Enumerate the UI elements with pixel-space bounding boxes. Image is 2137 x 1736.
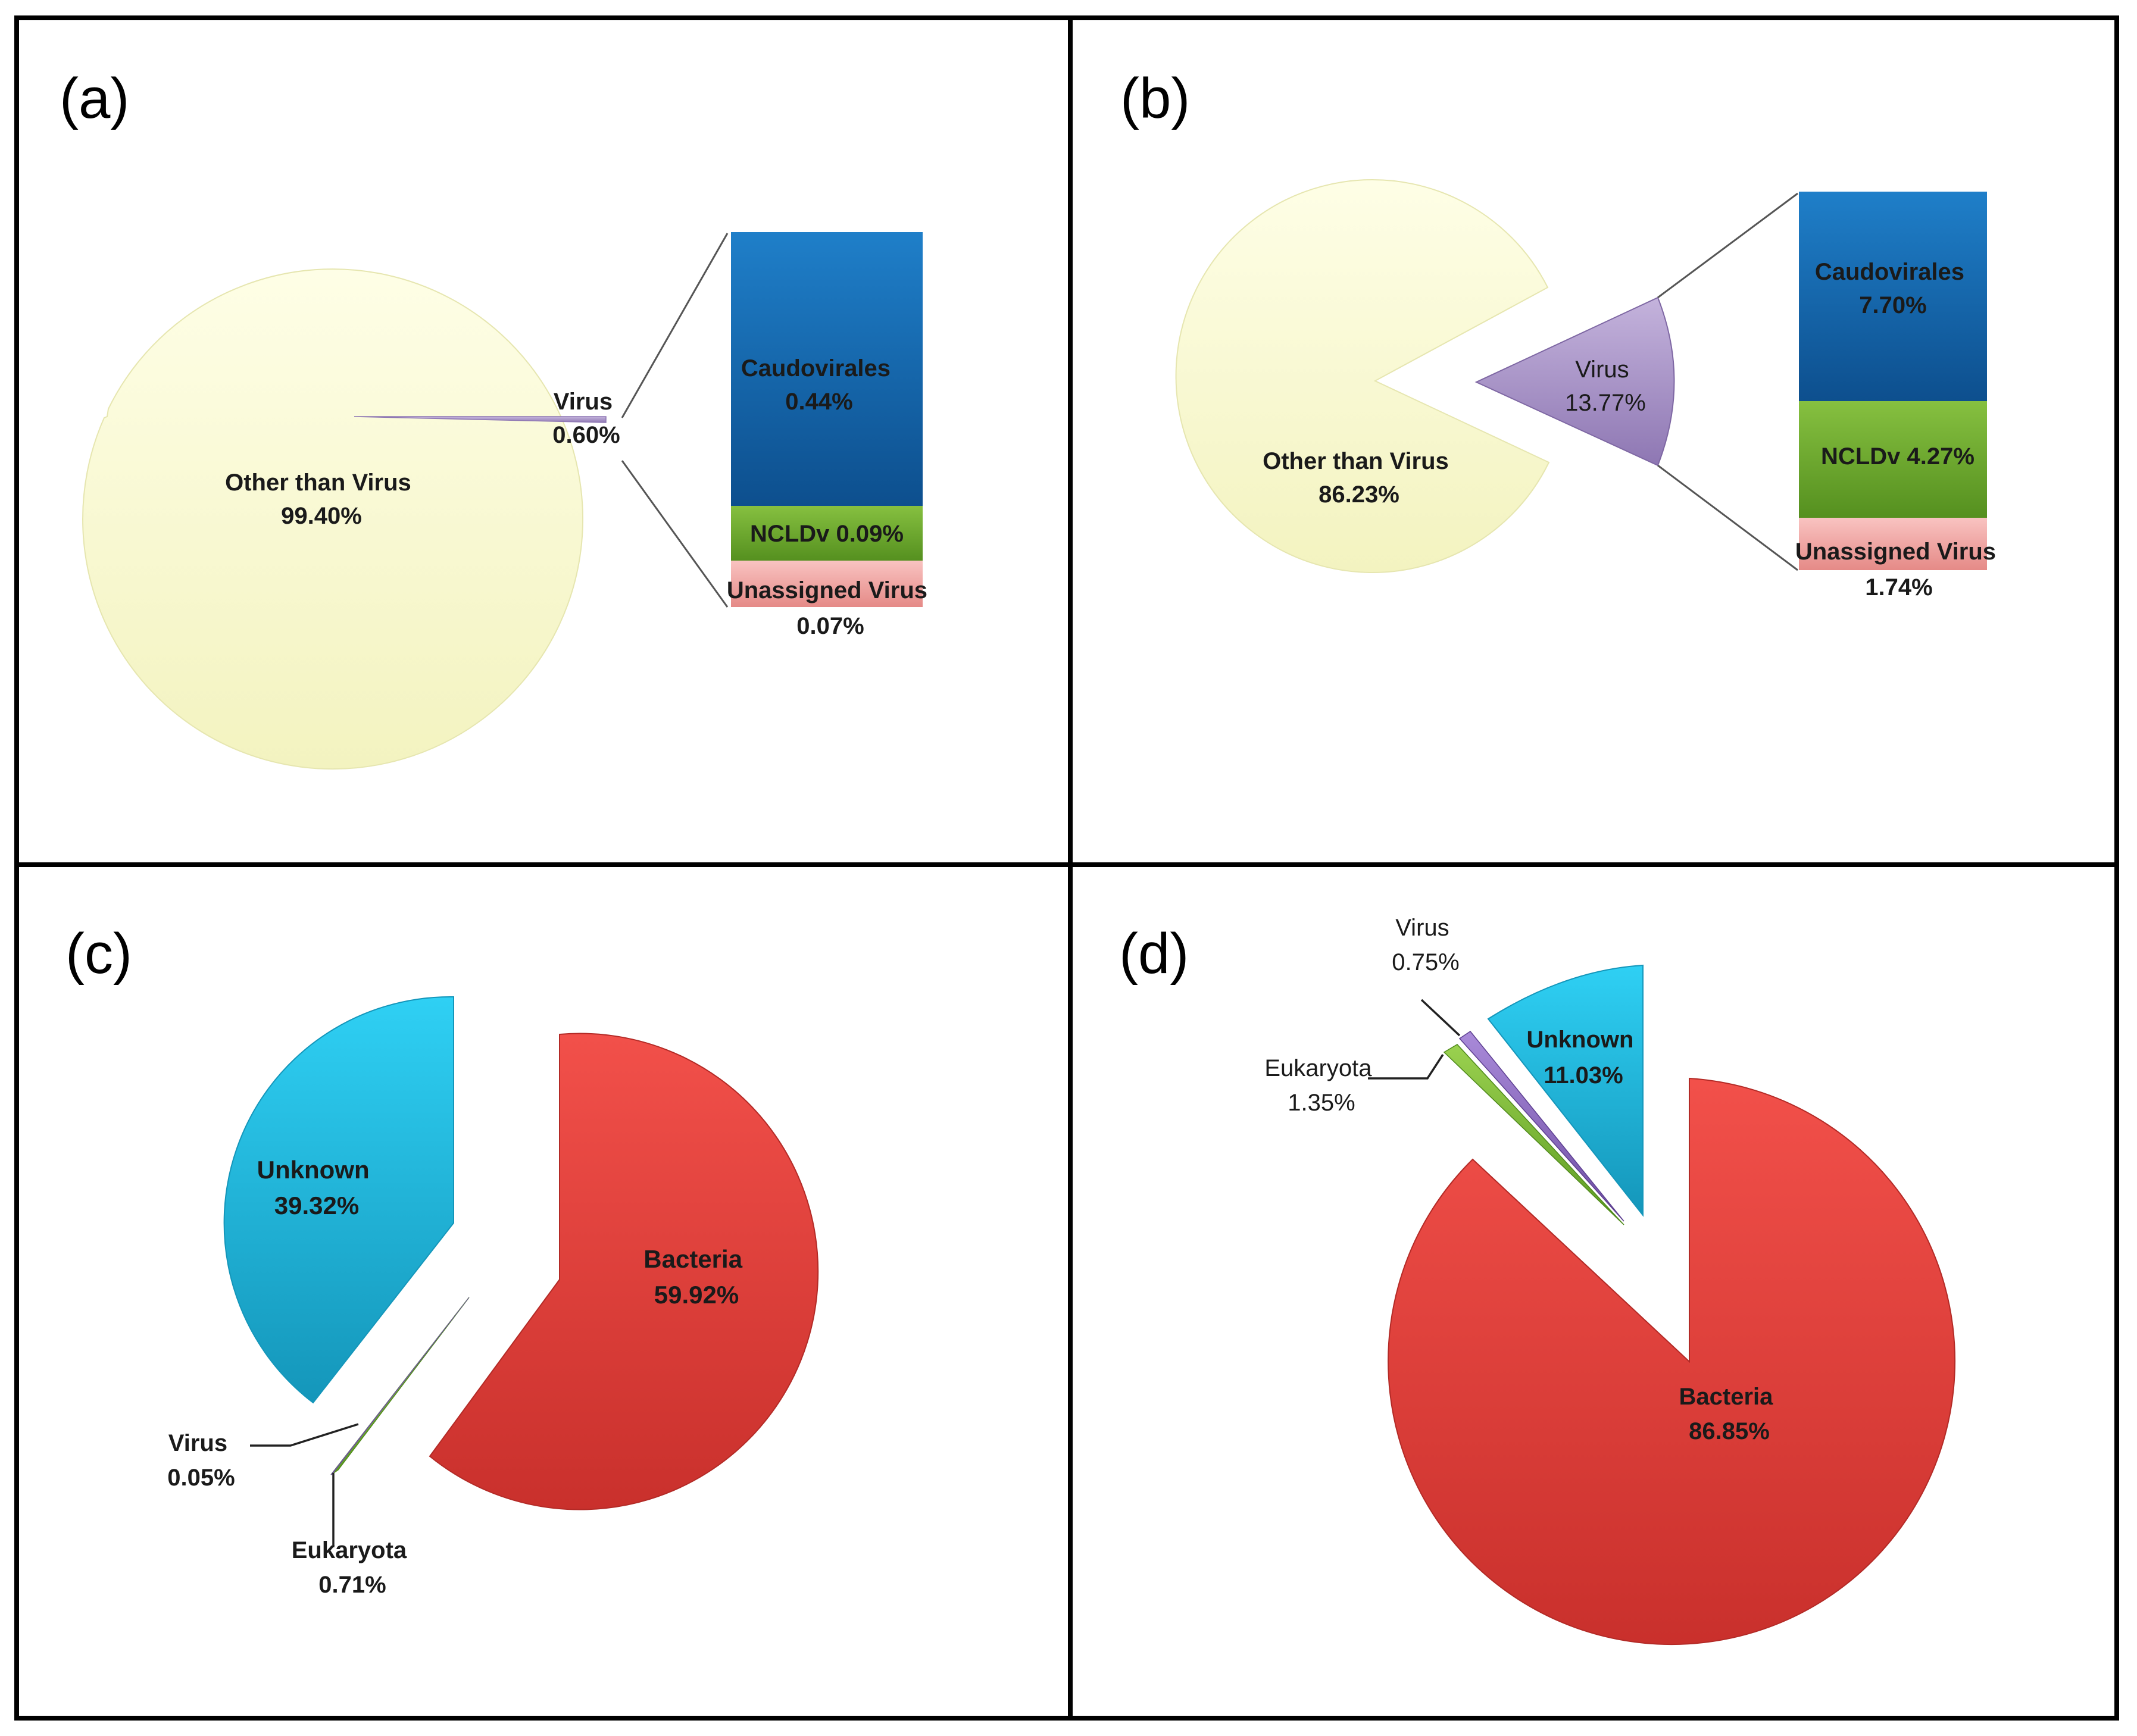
label-a-unassigned-value: 0.07% bbox=[796, 613, 864, 639]
svg-text:Virus 0.75%: Virus 0.75% bbox=[1392, 915, 1459, 975]
svg-text:Bacteria 86.85%: Bacteria 86.85% bbox=[1679, 1384, 1780, 1444]
panel-a: Other than Virus 99.40% Virus 0.60% Caud… bbox=[82, 232, 934, 770]
label-a-caudovirales-value: 0.44% bbox=[785, 389, 852, 415]
label-c-bacteria-name: Bacteria bbox=[643, 1245, 742, 1273]
pie-a-slice-virus bbox=[354, 416, 607, 423]
label-b-other-value: 86.23% bbox=[1319, 481, 1399, 508]
label-d-eukaryota-name: Eukaryota bbox=[1264, 1055, 1372, 1081]
svg-text:Unknown 11.03%: Unknown 11.03% bbox=[1526, 1027, 1640, 1088]
pie-a-slice-other bbox=[82, 268, 584, 770]
panel-b: Other than Virus 86.23% Virus 13.77% Cau… bbox=[1175, 179, 2002, 600]
svg-text:Eukaryota 1.35%: Eukaryota 1.35% bbox=[1264, 1055, 1378, 1116]
bar-a-caudovirales bbox=[731, 232, 923, 506]
panel-frames bbox=[14, 15, 2119, 1721]
svg-text:Unassigned Virus 1.74%: Unassigned Virus 1.74% bbox=[1795, 539, 2002, 600]
panel-b-letter: (b) bbox=[1120, 67, 1190, 130]
label-d-unknown-value: 11.03% bbox=[1544, 1062, 1623, 1088]
leader-d-virus bbox=[1420, 999, 1461, 1037]
label-d-virus-name: Virus bbox=[1395, 915, 1449, 941]
svg-text:Caudovirales 0.44%: Caudovirales 0.44% bbox=[741, 355, 897, 415]
bar-b-unassigned bbox=[1799, 518, 1987, 570]
bar-b-caudovirales bbox=[1799, 192, 1987, 401]
label-c-eukaryota-value: 0.71% bbox=[318, 1572, 386, 1598]
label-a-virus-name: Virus bbox=[554, 389, 613, 415]
label-b-ncldv-name: NCLDv bbox=[1821, 443, 1901, 470]
pie-b-slice-other bbox=[1175, 179, 1550, 573]
pie-d-slice-virus bbox=[1458, 1030, 1624, 1222]
zoom-line-b-top bbox=[1657, 192, 1798, 299]
svg-text:Eukaryota 0.71%: Eukaryota 0.71% bbox=[292, 1537, 414, 1598]
label-b-caudovirales-value: 7.70% bbox=[1859, 292, 1926, 318]
svg-text:Caudovirales 7.70%: Caudovirales 7.70% bbox=[1815, 259, 1971, 318]
label-b-virus-value: 13.77% bbox=[1565, 390, 1646, 416]
zoom-line-b-bottom bbox=[1657, 464, 1798, 571]
panel-c-letter: (c) bbox=[65, 922, 132, 986]
svg-text:Other than Virus 86.23%: Other than Virus 86.23% bbox=[1263, 448, 1455, 508]
label-a-other-name: Other than Virus bbox=[225, 470, 411, 496]
zoom-line-a-top bbox=[621, 233, 729, 418]
label-b-caudovirales-name: Caudovirales bbox=[1815, 259, 1964, 285]
leader-d-eukaryota bbox=[1368, 1054, 1444, 1080]
pie-d-slice-bacteria bbox=[1388, 1077, 1956, 1646]
bar-a-ncldv bbox=[731, 506, 923, 561]
label-a-ncldv-name: NCLDv bbox=[750, 521, 830, 547]
label-a-other-value: 99.40% bbox=[281, 503, 362, 529]
label-d-bacteria-name: Bacteria bbox=[1679, 1384, 1774, 1410]
label-c-eukaryota-name: Eukaryota bbox=[292, 1537, 407, 1563]
label-a-virus-value: 0.60% bbox=[552, 422, 620, 448]
zoom-line-a-bottom bbox=[621, 460, 729, 608]
label-d-unknown-name: Unknown bbox=[1526, 1027, 1633, 1053]
pie-c-slice-virus bbox=[330, 1297, 470, 1475]
leader-c-virus bbox=[250, 1423, 359, 1447]
label-b-virus-name: Virus bbox=[1575, 356, 1629, 383]
svg-text:Virus 0.60%: Virus 0.60% bbox=[552, 389, 620, 448]
label-b-unassigned-value: 1.74% bbox=[1865, 574, 1932, 600]
pie-c-slice-unknown bbox=[223, 996, 454, 1404]
pie-b-slice-virus bbox=[1474, 296, 1675, 467]
label-b-other-name: Other than Virus bbox=[1263, 448, 1449, 474]
svg-text:Virus 13.77%: Virus 13.77% bbox=[1565, 356, 1646, 416]
svg-text:Unknown 39.32%: Unknown 39.32% bbox=[257, 1156, 377, 1219]
svg-text:Unassigned Virus 0.07%: Unassigned Virus 0.07% bbox=[727, 577, 934, 639]
label-c-virus-name: Virus bbox=[168, 1430, 227, 1456]
svg-text:Bacteria 59.92%: Bacteria 59.92% bbox=[643, 1245, 749, 1309]
svg-text:NCLDv 4.27%: NCLDv 4.27% bbox=[1821, 443, 1974, 470]
label-c-bacteria-value: 59.92% bbox=[654, 1281, 739, 1309]
label-a-unassigned-name: Unassigned Virus bbox=[727, 577, 927, 603]
panel-c: Unknown 39.32% Bacteria 59.92% Virus 0.0… bbox=[167, 996, 819, 1598]
label-d-bacteria-value: 86.85% bbox=[1689, 1418, 1770, 1444]
label-a-caudovirales-name: Caudovirales bbox=[741, 355, 891, 381]
pie-d-slice-unknown bbox=[1487, 964, 1644, 1217]
panel-a-letter: (a) bbox=[60, 67, 129, 130]
bar-b-ncldv bbox=[1799, 401, 1987, 518]
label-d-eukaryota-value: 1.35% bbox=[1288, 1090, 1355, 1116]
panel-d: Virus 0.75% Eukaryota 1.35% Unknown 11.0… bbox=[1264, 915, 1956, 1646]
label-c-unknown-name: Unknown bbox=[257, 1156, 370, 1184]
label-b-unassigned-name: Unassigned Virus bbox=[1795, 539, 1996, 565]
label-a-ncldv-value: 0.09% bbox=[836, 521, 904, 547]
bar-a-unassigned bbox=[731, 561, 923, 607]
svg-text:NCLDv 0.09%: NCLDv 0.09% bbox=[750, 521, 904, 547]
label-d-virus-value: 0.75% bbox=[1392, 949, 1459, 975]
svg-text:Other than Virus 99.40%: Other than Virus 99.40% bbox=[225, 470, 418, 529]
label-c-virus-value: 0.05% bbox=[167, 1465, 235, 1491]
label-b-ncldv-value: 4.27% bbox=[1907, 443, 1974, 470]
svg-text:Virus 0.05%: Virus 0.05% bbox=[167, 1430, 235, 1491]
label-c-unknown-value: 39.32% bbox=[274, 1191, 359, 1219]
pie-c-slice-bacteria bbox=[429, 1033, 819, 1510]
panel-d-letter: (d) bbox=[1119, 922, 1189, 986]
pie-d-slice-eukaryota bbox=[1443, 1044, 1624, 1225]
